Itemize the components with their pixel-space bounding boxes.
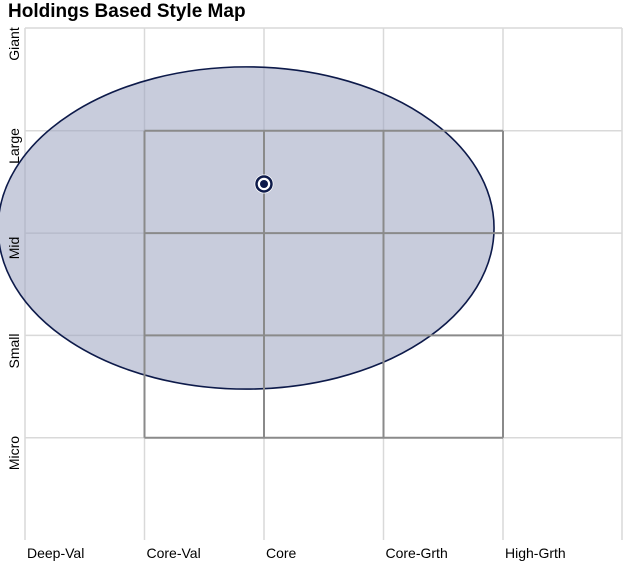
centroid-dot <box>260 179 268 188</box>
x-label-core-val: Core-Val <box>146 545 201 561</box>
ownership-zone <box>0 66 495 390</box>
centroid-marker <box>254 174 274 194</box>
y-label-small: Small <box>6 333 22 369</box>
x-label-core: Core <box>266 545 297 561</box>
y-label-mid: Mid <box>6 237 22 260</box>
x-label-deep-val: Deep-Val <box>27 545 85 561</box>
y-label-micro: Micro <box>6 435 22 471</box>
x-label-core-grth: Core-Grth <box>385 545 448 561</box>
y-label-large: Large <box>6 128 22 165</box>
y-label-giant: Giant <box>6 27 22 61</box>
chart-title: Holdings Based Style Map <box>8 1 246 22</box>
x-label-high-grth: High-Grth <box>505 545 566 561</box>
